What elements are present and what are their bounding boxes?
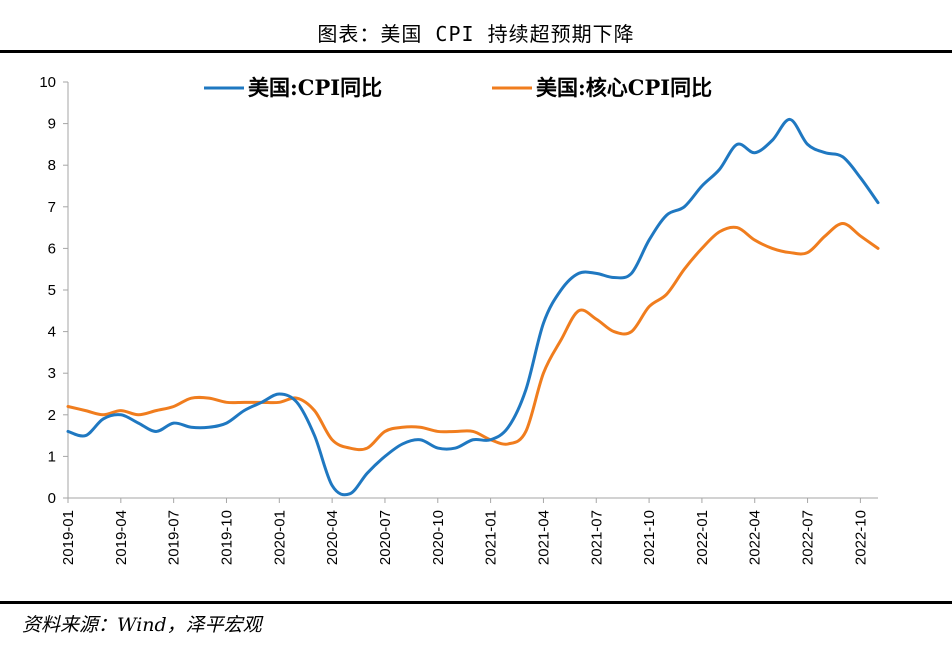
bottom-rule	[0, 601, 952, 604]
x-axis-ticks: 2019-01 2019-04 2019-07 2019-10 2020-01 2020-…	[60, 498, 869, 565]
core-cpi-yoy-line	[66, 221, 880, 452]
x-tick-label: 2019-07	[166, 510, 183, 565]
x-tick-label: 2022-01	[694, 510, 711, 565]
figure-title: 图表：美国 CPI 持续超预期下降	[317, 22, 635, 46]
x-tick-label: 2020-04	[324, 510, 341, 565]
y-tick-label: 9	[48, 116, 56, 133]
x-tick-label: 2021-01	[483, 510, 500, 565]
x-tick-label: 2022-04	[747, 510, 764, 565]
x-tick-label: 2019-10	[218, 510, 235, 565]
x-tick-label: 2021-10	[641, 510, 658, 565]
y-tick-label: 4	[48, 324, 56, 341]
y-tick-label: 1	[48, 448, 56, 465]
y-tick-label: 8	[48, 157, 56, 174]
y-tick-label: 3	[48, 365, 56, 382]
top-rule	[0, 50, 952, 53]
y-tick-label: 2	[48, 407, 56, 424]
y-tick-label: 5	[48, 282, 56, 299]
legend-item-core-cpi: 美国:核心CPI同比	[492, 75, 712, 100]
line-chart: 0 1 2 3 4 5 6 7 8 9 10 2019-01 2019-04 2019-07 2019-1…	[39, 74, 880, 565]
x-tick-label: 2020-01	[271, 510, 288, 565]
cpi-yoy-line	[66, 117, 880, 497]
source-note: 资料来源：Wind，泽平宏观	[22, 614, 262, 636]
x-tick-label: 2020-10	[430, 510, 447, 565]
legend-label: 美国:CPI同比	[248, 75, 382, 100]
y-tick-label: 6	[48, 240, 56, 257]
x-tick-label: 2021-04	[535, 510, 552, 565]
y-tick-label: 0	[48, 490, 56, 507]
x-tick-label: 2022-07	[800, 510, 817, 565]
x-tick-label: 2021-07	[588, 510, 605, 565]
series-lines	[66, 117, 880, 497]
legend: 美国:CPI同比 美国:核心CPI同比	[204, 75, 712, 100]
legend-label: 美国:核心CPI同比	[536, 75, 712, 100]
x-tick-label: 2022-10	[852, 510, 869, 565]
y-tick-label: 10	[39, 74, 56, 91]
y-axis-ticks: 0 1 2 3 4 5 6 7 8 9 10	[39, 74, 68, 507]
x-tick-label: 2020-07	[377, 510, 394, 565]
y-tick-label: 7	[48, 199, 56, 216]
x-tick-label: 2019-01	[60, 510, 77, 565]
x-tick-label: 2019-04	[113, 510, 130, 565]
legend-item-cpi: 美国:CPI同比	[204, 75, 382, 100]
chart-axes	[67, 82, 878, 499]
